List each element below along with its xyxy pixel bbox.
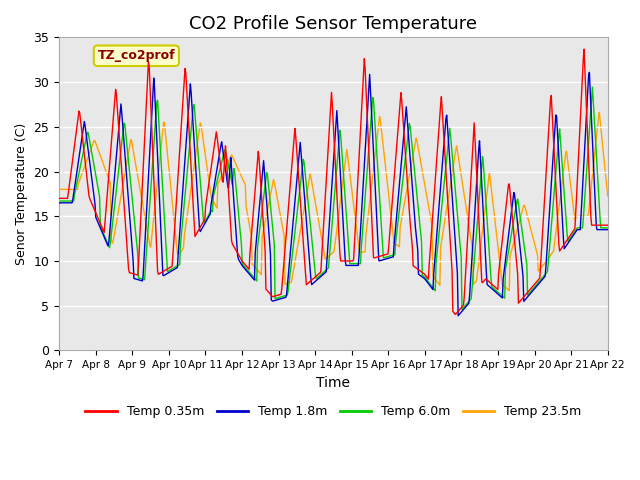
Y-axis label: Senor Temperature (C): Senor Temperature (C) bbox=[15, 123, 28, 265]
Title: CO2 Profile Sensor Temperature: CO2 Profile Sensor Temperature bbox=[189, 15, 477, 33]
X-axis label: Time: Time bbox=[316, 376, 351, 390]
Text: TZ_co2prof: TZ_co2prof bbox=[97, 49, 175, 62]
Legend: Temp 0.35m, Temp 1.8m, Temp 6.0m, Temp 23.5m: Temp 0.35m, Temp 1.8m, Temp 6.0m, Temp 2… bbox=[81, 400, 586, 423]
